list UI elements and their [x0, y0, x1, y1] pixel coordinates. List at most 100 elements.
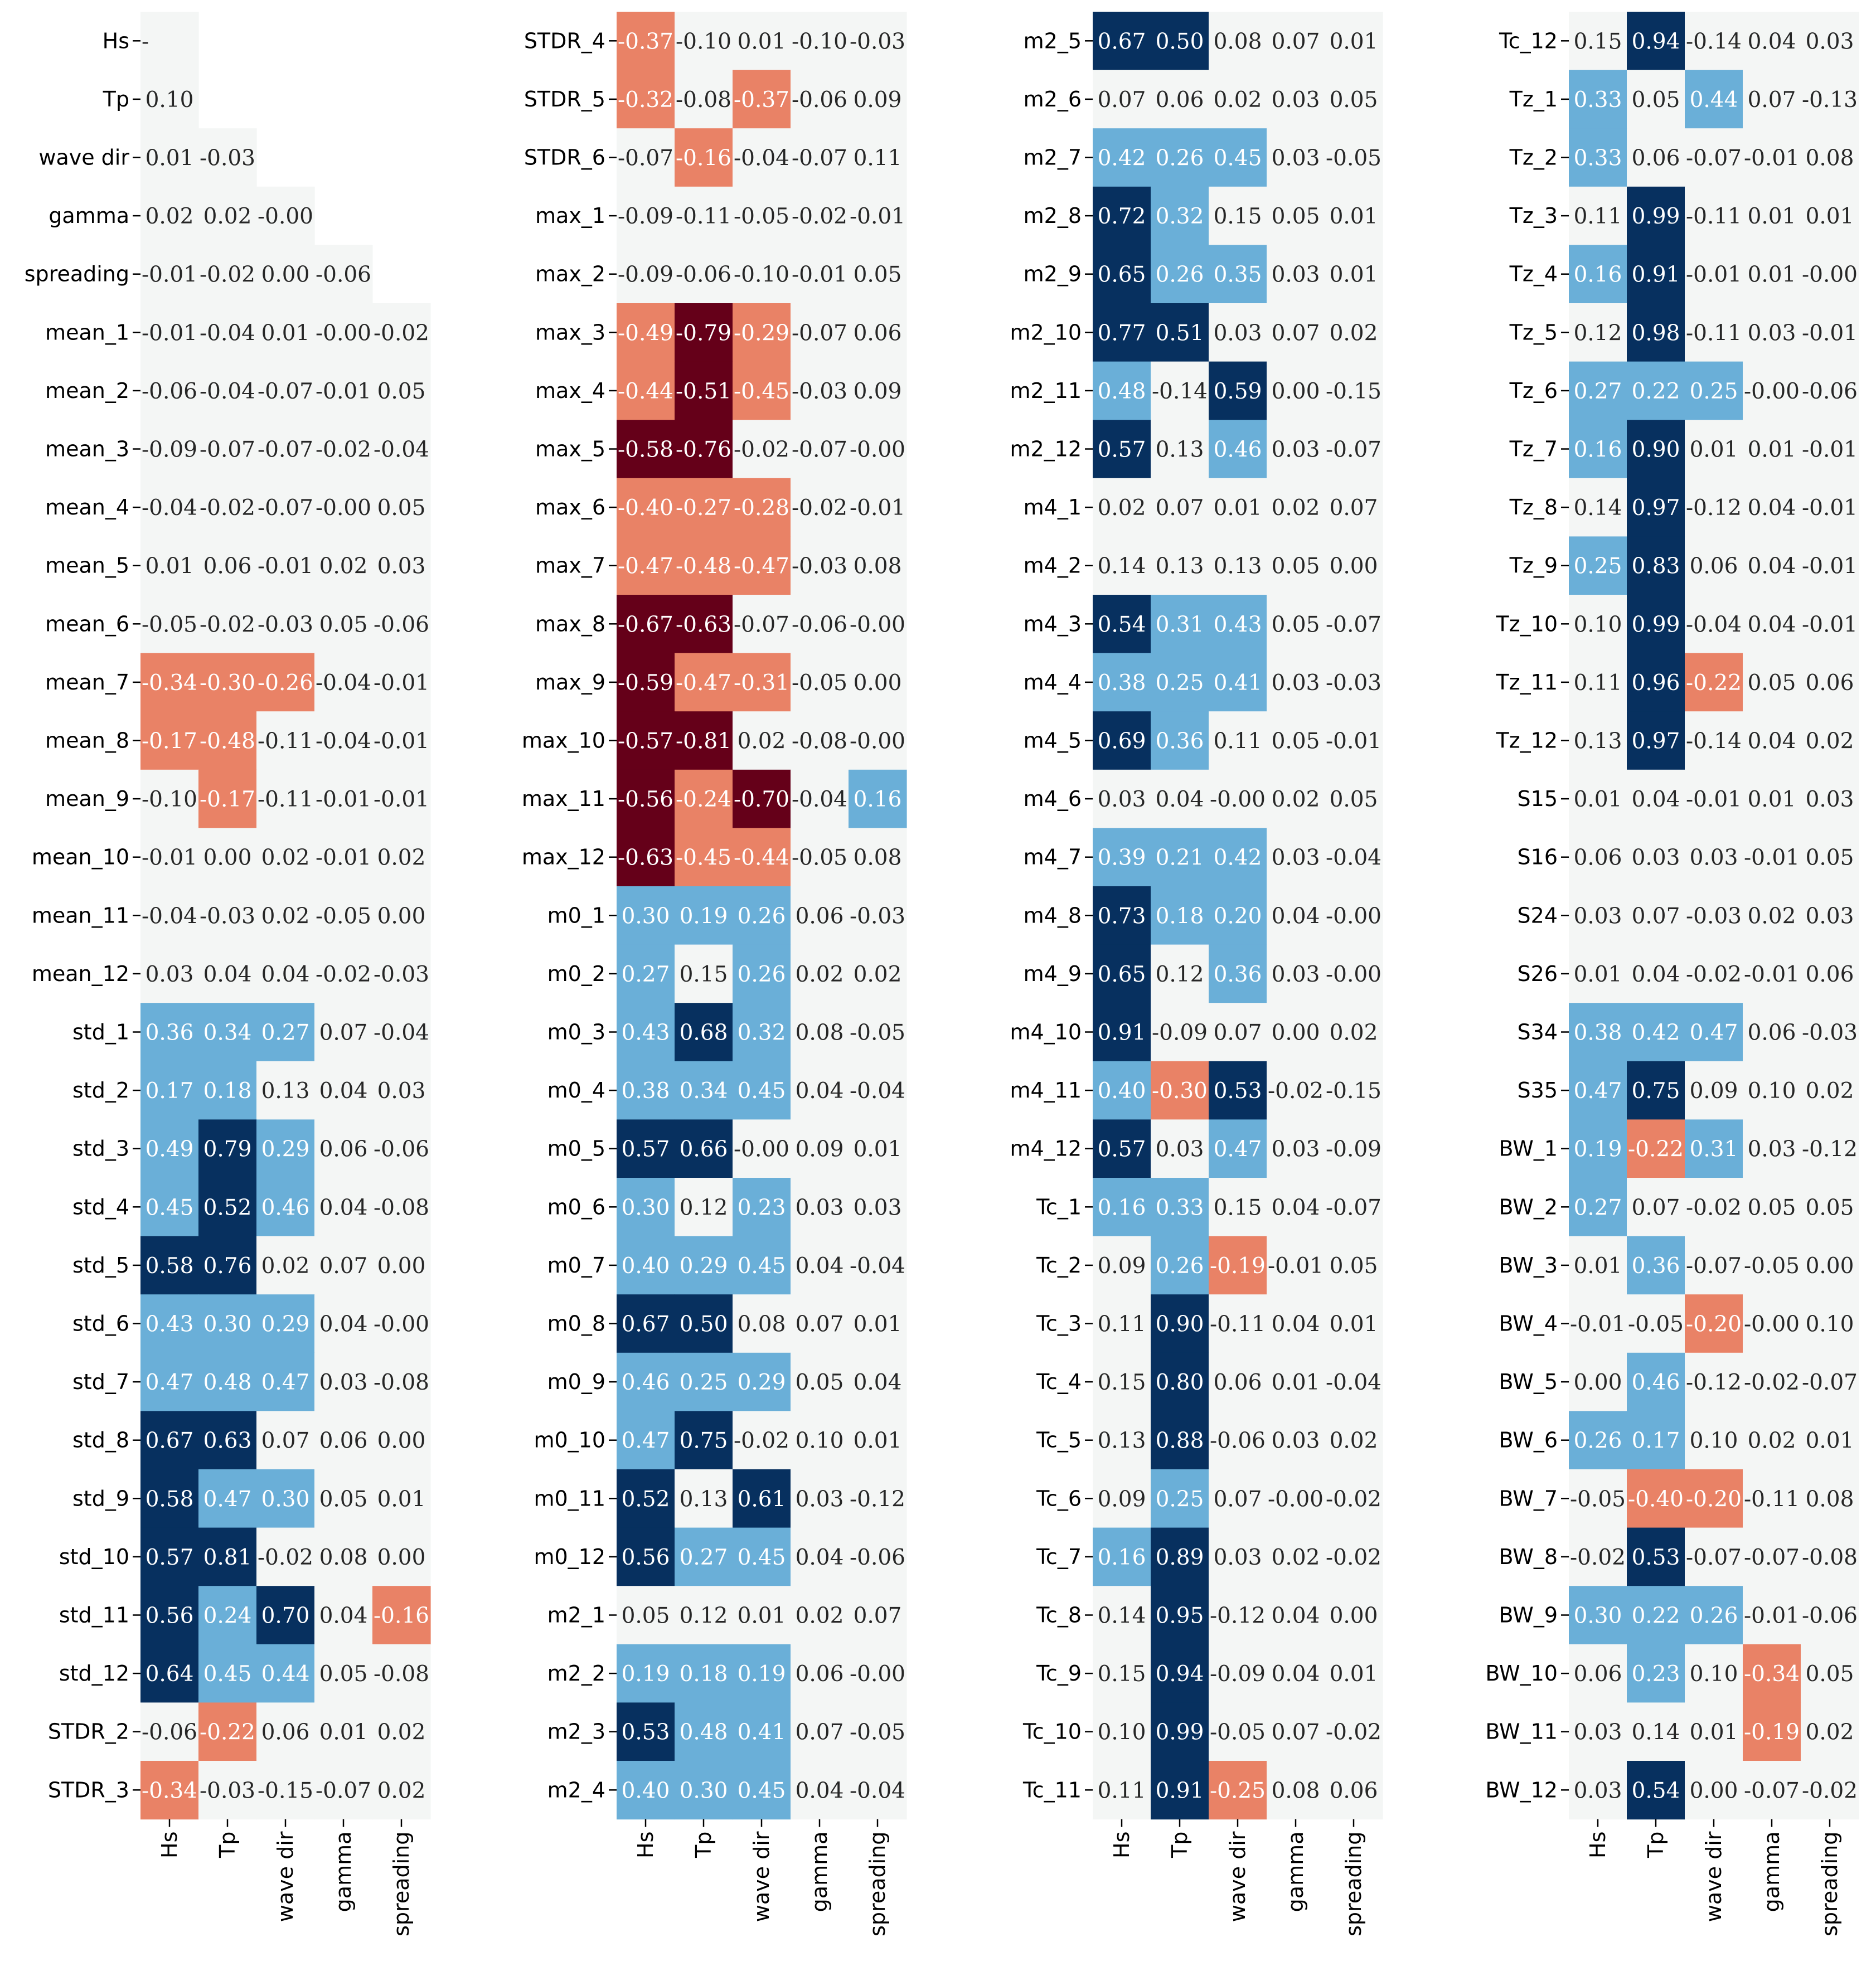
heatmap-cell — [791, 769, 849, 828]
cell-value-label: -0.01 — [1326, 729, 1381, 754]
cell-value-label: 0.01 — [1330, 204, 1378, 229]
cell-value-label: 0.04 — [1156, 787, 1204, 812]
heatmap-cell — [372, 1411, 431, 1470]
heatmap-cell — [791, 420, 849, 479]
heatmap-cell — [1743, 1586, 1801, 1645]
cell-value-label: 0.09 — [854, 88, 902, 113]
heatmap-cell — [1151, 653, 1209, 712]
heatmap-cell — [617, 12, 675, 71]
heatmap-cell — [849, 245, 907, 304]
heatmap-cell — [1267, 1702, 1325, 1761]
cell-value-label: 0.06 — [1748, 1021, 1796, 1046]
cell-value-label: 0.00 — [1272, 1021, 1320, 1046]
cell-value-label: 0.15 — [1214, 1195, 1262, 1220]
cell-value-label: -0.02 — [1570, 1545, 1626, 1570]
cell-value-label: -0.05 — [1326, 146, 1381, 171]
y-tick-label: m4_8 — [1024, 903, 1082, 928]
cell-value-label: -0.25 — [1210, 1778, 1266, 1803]
cell-value-label: -0.02 — [1744, 1370, 1800, 1395]
heatmap-cell — [675, 1003, 733, 1062]
cell-value-label: -0.01 — [1802, 612, 1858, 637]
cell-value-label: 0.01 — [1690, 1720, 1738, 1745]
cell-value-label: 0.27 — [1574, 1195, 1622, 1220]
heatmap-cell — [617, 711, 675, 770]
cell-value-label: 0.20 — [1214, 904, 1262, 929]
heatmap-cell — [849, 1702, 907, 1761]
heatmap-cell — [1743, 711, 1801, 770]
cell-value-label: 0.48 — [1098, 379, 1146, 404]
heatmap-cell — [1325, 361, 1383, 420]
y-tick-label: Tz_3 — [1509, 203, 1558, 228]
cell-value-label: -0.47 — [676, 671, 731, 696]
cell-value-label: -0.01 — [374, 671, 429, 696]
heatmap-cell — [675, 420, 733, 479]
cell-value-label: -0.06 — [1802, 379, 1858, 404]
heatmap-cell — [1267, 1761, 1325, 1820]
heatmap-cell — [1093, 769, 1151, 828]
heatmap-cell — [849, 1178, 907, 1237]
heatmap-cell — [372, 828, 431, 887]
heatmap-cell — [1267, 12, 1325, 71]
y-tick-label: std_4 — [72, 1195, 129, 1219]
cell-value-label: 0.05 — [1272, 612, 1320, 637]
cell-value-label: 0.07 — [1098, 88, 1146, 113]
heatmap-cell — [1209, 828, 1267, 887]
cell-value-label: 0.47 — [261, 1370, 310, 1395]
y-tick-label: m4_1 — [1024, 495, 1082, 520]
heatmap-cell — [198, 478, 257, 537]
cell-value-label: -0.02 — [258, 1545, 313, 1570]
cell-value-label: -0.07 — [792, 438, 847, 463]
heatmap-cell — [372, 711, 431, 770]
x-tick-label: Hs — [1109, 1832, 1134, 1858]
heatmap-cell — [1743, 1411, 1801, 1470]
cell-value-label: 0.04 — [1632, 787, 1680, 812]
y-tick-label: m2_12 — [1010, 437, 1082, 462]
heatmap-cell — [617, 769, 675, 828]
cell-value-label: 0.07 — [1632, 904, 1680, 929]
cell-value-label: -0.01 — [316, 787, 371, 812]
heatmap-cell — [1209, 886, 1267, 945]
cell-value-label: 0.02 — [1272, 496, 1320, 521]
cell-value-label: -0.04 — [850, 1079, 905, 1104]
y-tick-label: STDR_5 — [524, 87, 605, 111]
heatmap-cell — [849, 70, 907, 129]
cell-value-label: 0.91 — [1632, 263, 1680, 288]
heatmap-cell — [733, 711, 791, 770]
cell-value-label: -0.32 — [618, 88, 673, 113]
heatmap-cell — [314, 1411, 373, 1470]
cell-value-label: 0.00 — [1330, 1604, 1378, 1629]
cell-value-label: -0.02 — [1326, 1545, 1381, 1570]
heatmap-cell — [1743, 186, 1801, 245]
heatmap-cell — [1743, 1469, 1801, 1528]
heatmap-cell — [1627, 1644, 1685, 1703]
cell-value-label: -0.01 — [258, 554, 313, 579]
heatmap-cell — [849, 653, 907, 712]
cell-value-label: 0.05 — [1272, 204, 1320, 229]
cell-value-label: 0.00 — [377, 1429, 426, 1454]
heatmap-cell — [1685, 1352, 1743, 1411]
cell-value-label: -0.06 — [676, 263, 731, 288]
cell-value-label: 0.43 — [146, 1312, 194, 1337]
cell-value-label: -0.04 — [316, 729, 371, 754]
heatmap-cell — [1325, 420, 1383, 479]
x-tick-label: wave dir — [749, 1831, 774, 1922]
cell-value-label: -0.05 — [316, 904, 371, 929]
cell-value-label: 0.13 — [1574, 729, 1622, 754]
cell-value-label: 0.52 — [622, 1487, 670, 1512]
heatmap-cell — [256, 1586, 315, 1645]
cell-value-label: 0.11 — [1214, 729, 1262, 754]
heatmap-cell — [314, 1586, 373, 1645]
cell-value-label: 0.00 — [1272, 379, 1320, 404]
cell-value-label: 0.69 — [1098, 729, 1146, 754]
cell-value-label: 0.45 — [738, 1254, 786, 1279]
heatmap-cell — [1093, 1352, 1151, 1411]
cell-value-label: 0.11 — [1574, 204, 1622, 229]
heatmap-cell — [849, 1469, 907, 1528]
heatmap-cell — [1151, 12, 1209, 71]
cell-value-label: 0.99 — [1632, 204, 1680, 229]
heatmap-cell — [1151, 1527, 1209, 1586]
cell-value-label: 0.29 — [680, 1254, 728, 1279]
heatmap-cell — [675, 828, 733, 887]
y-tick-label: Tz_10 — [1495, 611, 1558, 636]
cell-value-label: 0.05 — [1748, 671, 1796, 696]
